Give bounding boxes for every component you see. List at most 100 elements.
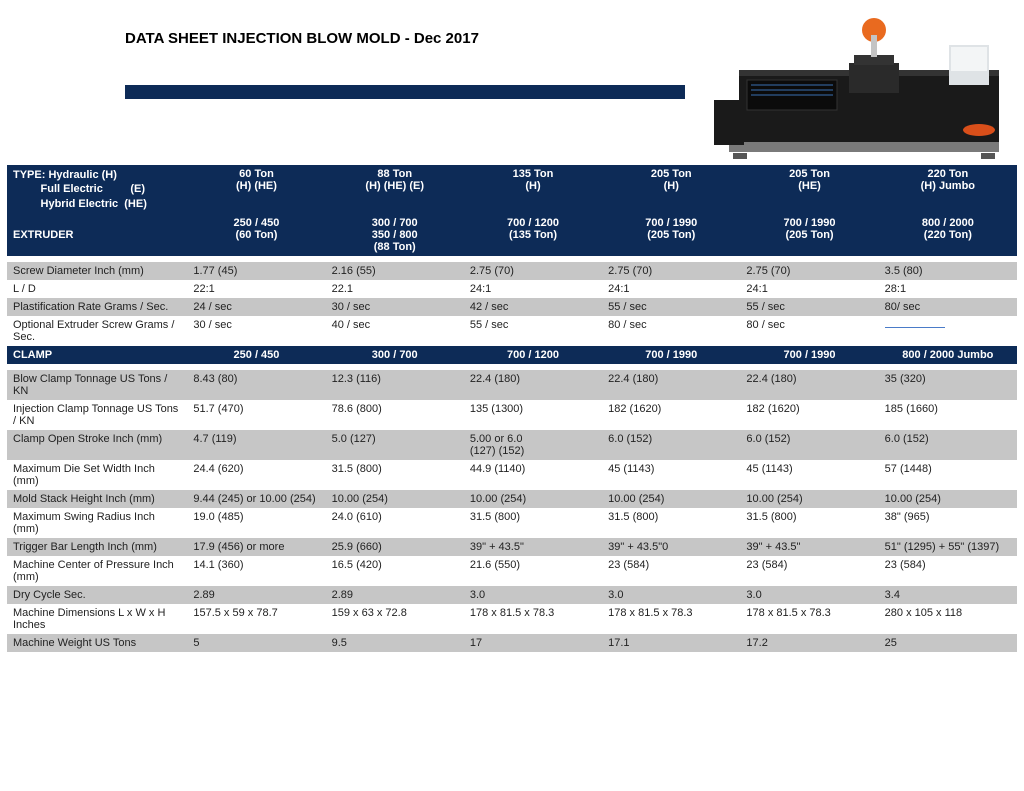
data-cell: 44.9 (1140): [464, 460, 602, 490]
data-cell: 22.4 (180): [464, 370, 602, 400]
data-cell: 10.00 (254): [326, 490, 464, 508]
data-cell: 38" (965): [879, 508, 1017, 538]
data-cell: 25: [879, 634, 1017, 652]
data-cell: 23 (584): [879, 556, 1017, 586]
data-cell: 23 (584): [602, 556, 740, 586]
data-cell: 24:1: [740, 280, 878, 298]
table-row: Machine Weight US Tons59.51717.117.225: [7, 634, 1017, 652]
table-row: Machine Dimensions L x W x H Inches157.5…: [7, 604, 1017, 634]
data-cell: 55 / sec: [740, 298, 878, 316]
data-cell: 135 (1300): [464, 400, 602, 430]
clamp-cell-3: 700 / 1990: [602, 346, 740, 364]
data-cell: 22.4 (180): [740, 370, 878, 400]
data-cell: 30 / sec: [187, 316, 325, 346]
row-label: Maximum Swing Radius Inch (mm): [7, 508, 187, 538]
data-cell: [879, 316, 1017, 346]
data-cell: 22:1: [187, 280, 325, 298]
data-cell: 80 / sec: [740, 316, 878, 346]
data-cell: 25.9 (660): [326, 538, 464, 556]
table-row: L / D22:122.124:124:124:128:1: [7, 280, 1017, 298]
data-cell: 2.75 (70): [602, 262, 740, 280]
spec-table: TYPE: Hydraulic (H) Full Electric (E) Hy…: [7, 165, 1017, 652]
data-cell: 17.9 (456) or more: [187, 538, 325, 556]
data-cell: 5.0 (127): [326, 430, 464, 460]
data-cell: 2.89: [187, 586, 325, 604]
extruder-cell-0: 250 / 450 (60 Ton): [187, 214, 325, 256]
extruder-cell-3: 700 / 1990 (205 Ton): [602, 214, 740, 256]
data-cell: 22.4 (180): [602, 370, 740, 400]
col-header-0: 60 Ton(H) (HE): [187, 165, 325, 214]
data-cell: 17: [464, 634, 602, 652]
data-cell: 39" + 43.5": [464, 538, 602, 556]
data-cell: 45 (1143): [740, 460, 878, 490]
data-cell: 30 / sec: [326, 298, 464, 316]
col-header-4: 205 Ton(HE): [740, 165, 878, 214]
machine-illustration: [699, 15, 1019, 160]
data-cell: 5: [187, 634, 325, 652]
row-label: Trigger Bar Length Inch (mm): [7, 538, 187, 556]
data-cell: 17.2: [740, 634, 878, 652]
data-cell: 178 x 81.5 x 78.3: [602, 604, 740, 634]
data-cell: 23 (584): [740, 556, 878, 586]
data-cell: 24:1: [602, 280, 740, 298]
data-cell: 78.6 (800): [326, 400, 464, 430]
row-label: Injection Clamp Tonnage US Tons / KN: [7, 400, 187, 430]
table-row: Screw Diameter Inch (mm)1.77 (45)2.16 (5…: [7, 262, 1017, 280]
data-cell: 24 / sec: [187, 298, 325, 316]
data-cell: 80/ sec: [879, 298, 1017, 316]
row-label: Maximum Die Set Width Inch (mm): [7, 460, 187, 490]
clamp-rows: Blow Clamp Tonnage US Tons / KN8.43 (80)…: [7, 370, 1017, 652]
row-label: Screw Diameter Inch (mm): [7, 262, 187, 280]
col-header-1: 88 Ton(H) (HE) (E): [326, 165, 464, 214]
type-header-row: TYPE: Hydraulic (H) Full Electric (E) Hy…: [7, 165, 1017, 214]
data-cell: 24:1: [464, 280, 602, 298]
data-cell: 2.75 (70): [464, 262, 602, 280]
data-cell: 182 (1620): [740, 400, 878, 430]
data-cell: 4.7 (119): [187, 430, 325, 460]
extruder-band-row: EXTRUDER 250 / 450 (60 Ton) 300 / 700 35…: [7, 214, 1017, 256]
row-label: Clamp Open Stroke Inch (mm): [7, 430, 187, 460]
data-cell: 9.44 (245) or 10.00 (254): [187, 490, 325, 508]
data-cell: 39" + 43.5"0: [602, 538, 740, 556]
clamp-cell-1: 300 / 700: [326, 346, 464, 364]
clamp-cell-0: 250 / 450: [187, 346, 325, 364]
data-cell: 55 / sec: [602, 298, 740, 316]
data-cell: 35 (320): [879, 370, 1017, 400]
data-cell: 31.5 (800): [326, 460, 464, 490]
data-cell: 10.00 (254): [879, 490, 1017, 508]
data-cell: 24.0 (610): [326, 508, 464, 538]
data-cell: 3.0: [602, 586, 740, 604]
data-cell: 6.0 (152): [879, 430, 1017, 460]
table-row: Mold Stack Height Inch (mm)9.44 (245) or…: [7, 490, 1017, 508]
clamp-cell-4: 700 / 1990: [740, 346, 878, 364]
data-cell: 1.77 (45): [187, 262, 325, 280]
data-cell: 24.4 (620): [187, 460, 325, 490]
data-cell: 22.1: [326, 280, 464, 298]
data-cell: 10.00 (254): [464, 490, 602, 508]
data-cell: 5.00 or 6.0 (127) (152): [464, 430, 602, 460]
row-label: Machine Dimensions L x W x H Inches: [7, 604, 187, 634]
table-row: Clamp Open Stroke Inch (mm)4.7 (119)5.0 …: [7, 430, 1017, 460]
table-row: Plastification Rate Grams / Sec.24 / sec…: [7, 298, 1017, 316]
data-cell: 57 (1448): [879, 460, 1017, 490]
data-cell: 178 x 81.5 x 78.3: [740, 604, 878, 634]
data-cell: 2.75 (70): [740, 262, 878, 280]
data-cell: 31.5 (800): [740, 508, 878, 538]
data-cell: 10.00 (254): [740, 490, 878, 508]
blank-underline: [885, 319, 945, 328]
data-cell: 45 (1143): [602, 460, 740, 490]
row-label: Plastification Rate Grams / Sec.: [7, 298, 187, 316]
table-row: Blow Clamp Tonnage US Tons / KN8.43 (80)…: [7, 370, 1017, 400]
table-row: Maximum Die Set Width Inch (mm)24.4 (620…: [7, 460, 1017, 490]
clamp-cell-2: 700 / 1200: [464, 346, 602, 364]
data-cell: 14.1 (360): [187, 556, 325, 586]
data-cell: 6.0 (152): [740, 430, 878, 460]
data-cell: 31.5 (800): [602, 508, 740, 538]
data-cell: 157.5 x 59 x 78.7: [187, 604, 325, 634]
col-header-5: 220 Ton(H) Jumbo: [879, 165, 1017, 214]
col-header-2: 135 Ton(H): [464, 165, 602, 214]
data-cell: 28:1: [879, 280, 1017, 298]
extruder-label: EXTRUDER: [7, 214, 187, 256]
data-cell: 42 / sec: [464, 298, 602, 316]
data-cell: 2.16 (55): [326, 262, 464, 280]
